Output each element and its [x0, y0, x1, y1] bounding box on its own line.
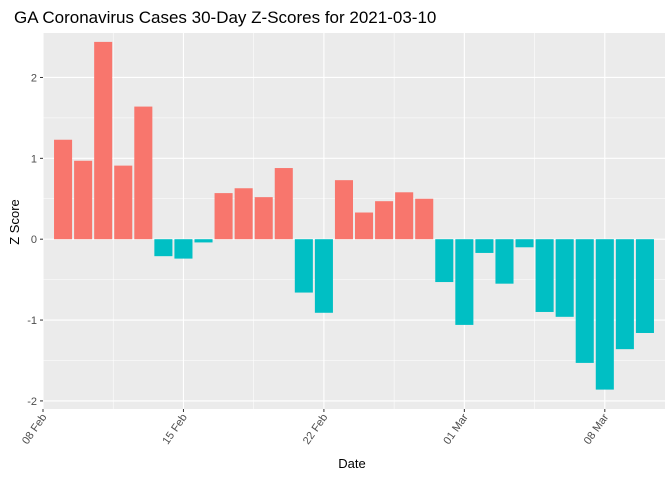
bar: [114, 165, 133, 240]
x-axis-title: Date: [338, 456, 365, 471]
bar: [455, 239, 474, 325]
y-tick-label: 2: [31, 72, 37, 84]
bar: [435, 239, 454, 283]
bar: [314, 239, 333, 313]
bar: [134, 106, 153, 240]
bar: [54, 139, 73, 240]
x-tick-label: 08 Mar: [582, 412, 612, 447]
bar: [194, 239, 213, 243]
bars: [54, 41, 654, 390]
bar: [234, 188, 253, 240]
bar: [635, 239, 654, 333]
x-tick-label: 15 Feb: [160, 412, 189, 447]
y-tick-label: -2: [27, 396, 37, 408]
x-tick-label: 01 Mar: [441, 412, 471, 447]
bar: [254, 197, 273, 240]
bar: [515, 239, 534, 248]
bar: [575, 239, 594, 363]
x-axis: 08 Feb 15 Feb 22 Feb 01 Mar 08 Mar: [20, 409, 611, 447]
bar: [294, 239, 313, 293]
y-axis: -2 -1 0 1 2: [27, 72, 43, 408]
chart-title: GA Coronavirus Cases 30-Day Z-Scores for…: [14, 8, 436, 27]
bar: [475, 239, 494, 253]
bar: [355, 212, 374, 240]
bar: [395, 192, 414, 240]
bar: [334, 180, 353, 240]
bar: [375, 201, 394, 240]
x-tick-label: 22 Feb: [301, 412, 330, 447]
bar: [274, 168, 293, 240]
bar: [154, 239, 173, 257]
bar: [94, 41, 113, 240]
x-tick-label: 08 Feb: [20, 412, 49, 447]
bar: [615, 239, 634, 350]
bar: [495, 239, 514, 284]
bar: [174, 239, 193, 259]
y-tick-label: 1: [31, 153, 37, 165]
bar: [595, 239, 614, 390]
bar: [555, 239, 574, 317]
y-tick-label: -1: [27, 315, 37, 327]
bar: [535, 239, 554, 312]
bar: [415, 198, 434, 240]
y-tick-label: 0: [31, 234, 37, 246]
bar: [74, 160, 93, 240]
bar: [214, 193, 233, 240]
y-axis-title: Z Score: [7, 199, 22, 245]
